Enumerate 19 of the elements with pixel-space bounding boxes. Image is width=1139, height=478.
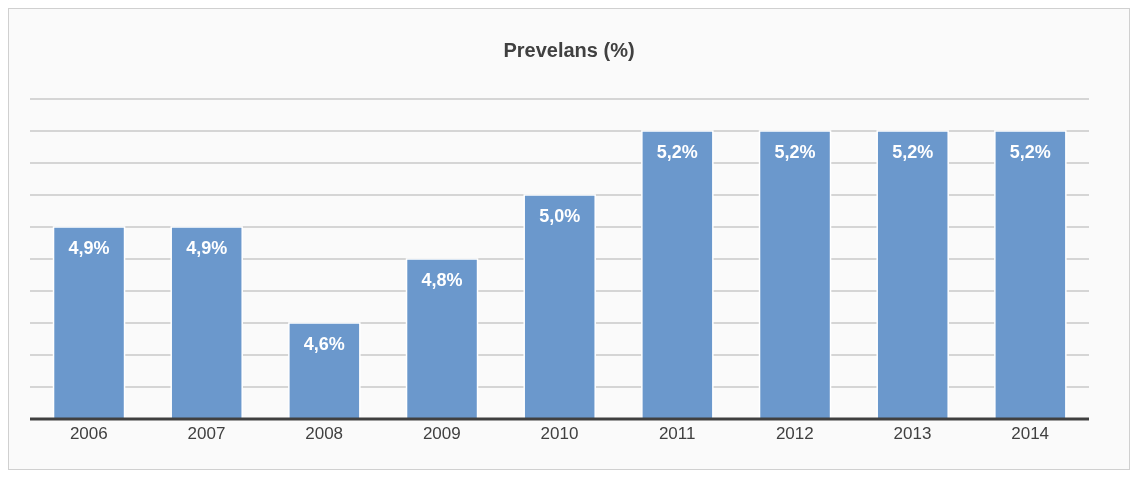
data-label: 4,6% [303,333,345,354]
x-tick-label: 2006 [69,424,108,444]
data-label: 4,9% [68,237,110,258]
data-label: 5,2% [656,141,698,162]
data-label: 5,2% [892,141,934,162]
data-label: 4,8% [421,269,463,290]
x-tick-label: 2013 [893,424,932,444]
data-label: 5,2% [774,141,816,162]
x-tick-label: 2009 [422,424,461,444]
data-label: 5,0% [539,205,581,226]
chart-title: Prevelans (%) [502,38,636,63]
x-tick-label: 2014 [1011,424,1050,444]
x-tick-label: 2008 [305,424,344,444]
x-tick-label: 2012 [775,424,814,444]
data-label: 5,2% [1009,141,1051,162]
x-tick-label: 2007 [187,424,226,444]
x-tick-label: 2011 [658,424,696,444]
data-label: 4,9% [186,237,228,258]
x-tick-label: 2010 [540,424,579,444]
